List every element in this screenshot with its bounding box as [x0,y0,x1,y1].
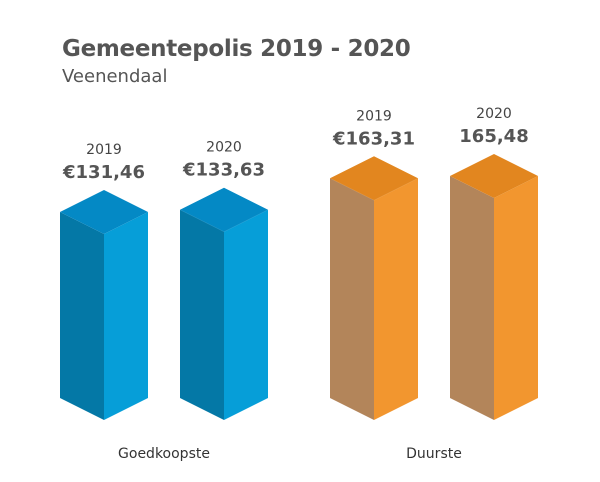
bar-duurste-2020-right-face [494,176,538,420]
category-label-goedkoopste: Goedkoopste [118,446,210,462]
bar-duurste-2020-top-face [450,154,538,198]
bar-duurste-2019-value-label: €163,31 [332,128,415,149]
bar-goedkoopste-2020-left-face [180,209,224,420]
bar-duurste-2020-year-label: 2020 [476,106,512,122]
bar-goedkoopste-2020-right-face [224,209,268,420]
bar-goedkoopste-2019-right-face [104,212,148,420]
bar-duurste-2019-top-face [330,156,418,201]
bar-goedkoopste-2020-year-label: 2020 [206,140,242,156]
bar-duurste-2020-left-face [450,176,494,420]
bar-goedkoopste-2020-top-face [180,187,268,232]
chart-title: Gemeentepolis 2019 - 2020 [62,36,411,62]
chart-subtitle: Veenendaal [62,66,168,87]
bar-goedkoopste-2020-value-label: €133,63 [182,160,265,181]
category-label-duurste: Duurste [406,446,462,462]
bar-goedkoopste-2019-top-face [60,190,148,234]
bar-goedkoopste-2019-value-label: €131,46 [62,162,145,183]
bar-duurste-2019-right-face [374,178,418,420]
bar-duurste-2019-year-label: 2019 [356,108,392,124]
bar-goedkoopste-2019-left-face [60,212,104,420]
bar-duurste-2020-value-label: 165,48 [459,126,528,147]
bar-goedkoopste-2019-year-label: 2019 [86,142,122,158]
bar-duurste-2019-left-face [330,178,374,420]
